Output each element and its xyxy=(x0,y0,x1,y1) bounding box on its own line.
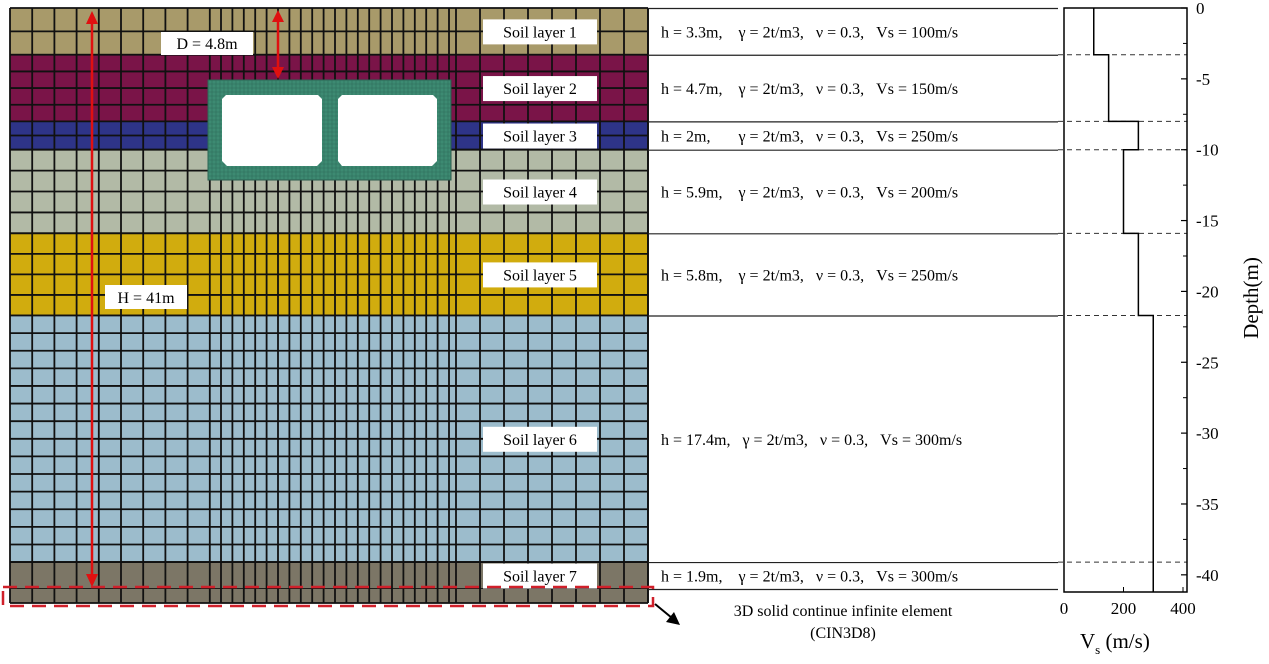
y-tick-label: 0 xyxy=(1196,0,1205,18)
soil-layer-label: Soil layer 3 xyxy=(503,129,577,146)
soil-layer-label-box xyxy=(483,19,597,45)
soil-layer-label-box xyxy=(483,563,597,589)
soil-layer-label: Soil layer 5 xyxy=(503,267,577,284)
height-label: H = 41m xyxy=(117,290,175,307)
soil-layer-properties: h = 1.9m, γ = 2t/m3, ν = 0.3, Vs = 300m/… xyxy=(661,569,958,586)
height-arrow-head-bottom xyxy=(86,574,98,587)
vs-profile-chart: 0 -5 -10 -15 -20 -25 -30 -35 -40 0 200 400 Vs (m/s) D… xyxy=(1058,0,1263,657)
depth-arrow-head-bottom xyxy=(272,67,284,79)
soil-layer-properties: h = 5.8m, γ = 2t/m3, ν = 0.3, Vs = 250m/… xyxy=(661,267,958,284)
y-tick-label: -20 xyxy=(1196,282,1219,301)
soil-layer-label: Soil layer 7 xyxy=(503,569,577,586)
tunnel-left-cell xyxy=(222,95,322,166)
height-arrow-head-top xyxy=(86,11,98,24)
soil-layer-label: Soil layer 4 xyxy=(503,185,577,202)
y-tick-label: -15 xyxy=(1196,212,1219,231)
y-tick-label: -35 xyxy=(1196,495,1219,514)
soil-layer-label-box xyxy=(483,426,597,452)
callout-arrow xyxy=(654,603,673,619)
soil-layer-label-box xyxy=(483,262,597,288)
tunnel-right-cell xyxy=(338,95,437,166)
x-axis-label: Vs (m/s) xyxy=(1080,629,1150,657)
layer-properties-table: Soil layer 1 h = 3.3m, γ = 2t/m3, ν = 0.3… xyxy=(483,7,1058,591)
plot-frame xyxy=(1063,7,1188,593)
y-axis-label: Depth(m) xyxy=(1239,257,1263,339)
y-tick-label: -5 xyxy=(1196,70,1210,89)
callout-arrow-head xyxy=(666,612,680,625)
soil-layer-label: Soil layer 1 xyxy=(503,24,577,41)
soil-layer-properties: h = 17.4m, γ = 2t/m3, ν = 0.3, Vs = 300m… xyxy=(661,432,962,449)
y-tick-label: -40 xyxy=(1196,566,1219,585)
annotations: D = 4.8m H = 41m 3D solid continue infin… xyxy=(1,10,953,642)
depth-label-box xyxy=(161,32,253,55)
soil-layer-properties: h = 3.3m, γ = 2t/m3, ν = 0.3, Vs = 100m/… xyxy=(661,24,958,41)
y-tick-label: -10 xyxy=(1196,141,1219,160)
y-tick-label: -25 xyxy=(1196,353,1219,372)
infinite-element-strip xyxy=(10,589,648,603)
x-tick-label: 200 xyxy=(1111,599,1137,618)
soil-layer-label: Soil layer 2 xyxy=(503,81,577,98)
soil-layer-label-box xyxy=(483,76,597,102)
infinite-element-dashed-box xyxy=(1,585,655,608)
x-tick-label: 0 xyxy=(1060,599,1069,618)
infinite-element-code: (CIN3D8) xyxy=(810,625,876,642)
soil-layer-properties: h = 2m, γ = 2t/m3, ν = 0.3, Vs = 250m/s xyxy=(661,129,958,146)
soil-layer-properties: h = 5.9m, γ = 2t/m3, ν = 0.3, Vs = 200m/… xyxy=(661,185,958,202)
soil-layer-label-box xyxy=(483,179,597,205)
y-tick-label: -30 xyxy=(1196,424,1219,443)
soil-layer-label: Soil layer 6 xyxy=(503,432,577,449)
infinite-element-label: 3D solid continue infinite element xyxy=(734,603,953,620)
height-label-box xyxy=(105,285,187,309)
depth-arrow-head-top xyxy=(272,10,284,22)
vs-profile-line xyxy=(1093,8,1154,592)
tunnel-structure xyxy=(207,79,452,181)
x-tick-label: 400 xyxy=(1170,599,1196,618)
soil-layer-label-box xyxy=(483,123,597,149)
depth-label: D = 4.8m xyxy=(176,36,238,53)
soil-layer-properties: h = 4.7m, γ = 2t/m3, ν = 0.3, Vs = 150m/… xyxy=(661,81,958,98)
